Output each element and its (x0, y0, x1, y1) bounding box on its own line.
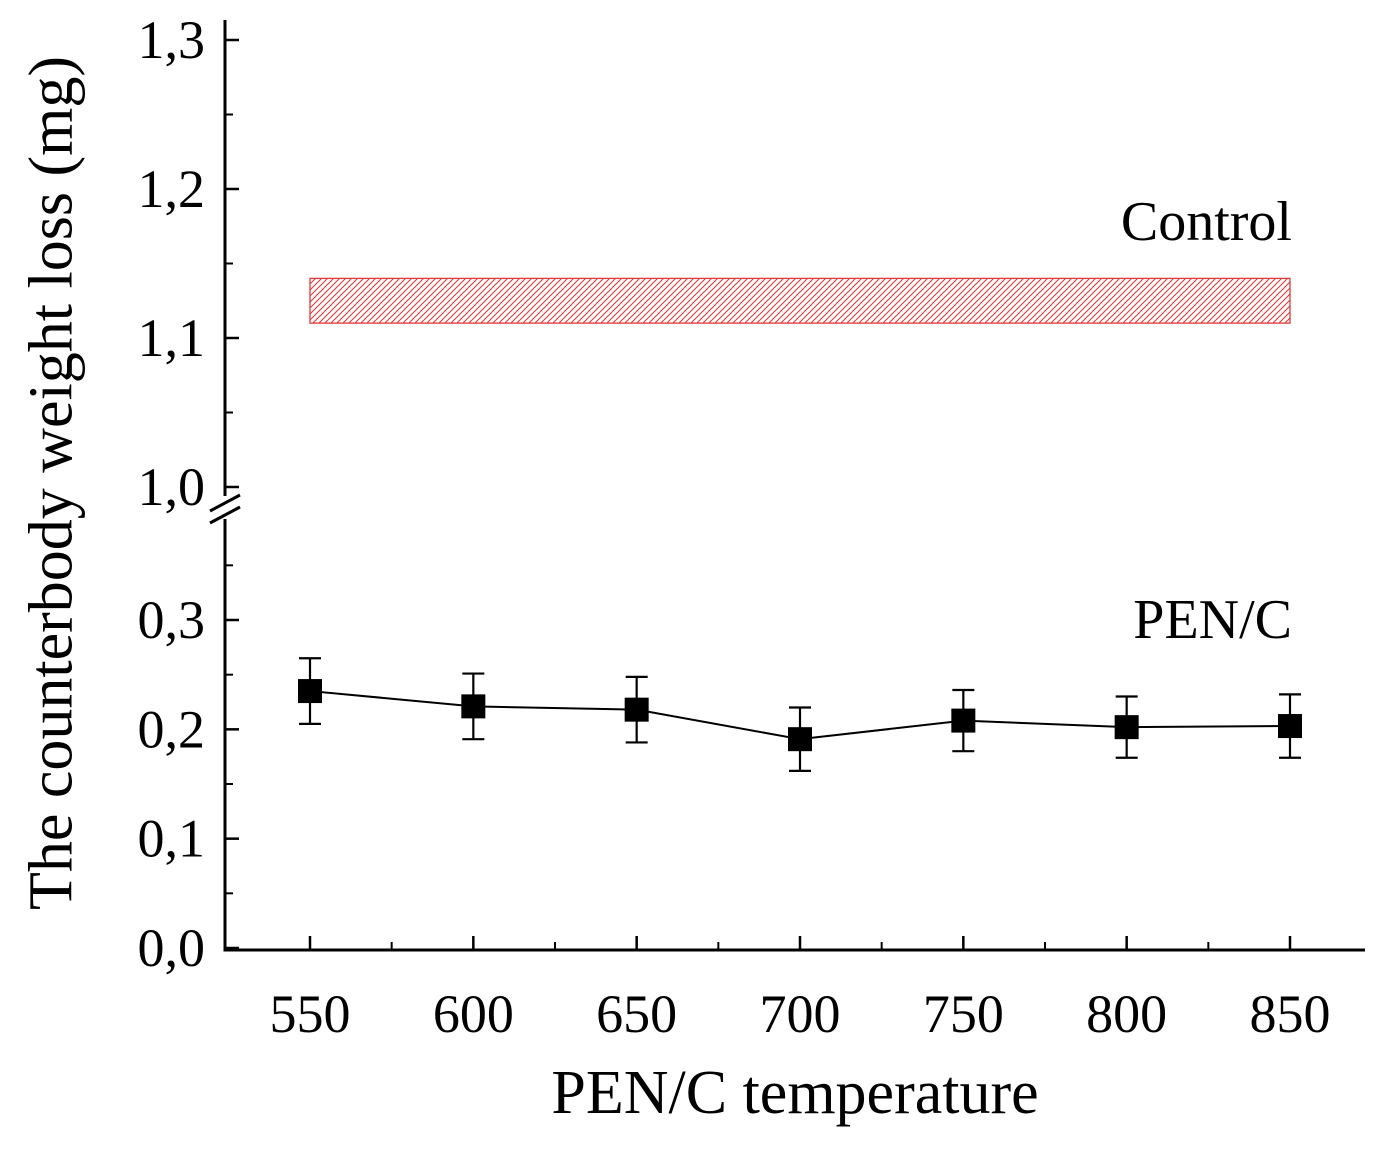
data-point (788, 727, 812, 752)
y-tick-label: 0,2 (138, 699, 206, 759)
y-tick-label: 0,0 (138, 918, 206, 978)
data-point (624, 697, 649, 722)
y-axis-title: The counterbody weight loss (mg) (17, 55, 86, 911)
y-tick-label: 0,1 (138, 809, 206, 869)
x-tick-label: 800 (1086, 984, 1167, 1044)
x-tick-label: 850 (1250, 984, 1331, 1044)
control-band-label: Control (1120, 191, 1292, 253)
x-tick-label: 650 (596, 984, 677, 1044)
data-point (461, 694, 486, 719)
axes (223, 20, 1365, 952)
data-point (951, 708, 976, 733)
y-tick-label: 1,1 (138, 308, 206, 368)
y-tick-label: 1,0 (138, 457, 206, 517)
y-tick-label: 1,2 (138, 159, 206, 219)
x-tick-label: 600 (433, 984, 514, 1044)
x-tick-label: 700 (760, 984, 841, 1044)
axis-break-icon (209, 493, 241, 525)
data-point (1278, 714, 1302, 739)
x-tick-label: 550 (270, 984, 351, 1044)
y-tick-label: 1,3 (138, 10, 206, 70)
x-axis-title: PEN/C temperature (551, 1059, 1039, 1127)
control-band (309, 277, 1291, 324)
series-label: PEN/C (1133, 589, 1292, 651)
data-point (1114, 715, 1139, 740)
x-tick-label: 750 (923, 984, 1004, 1044)
y-tick-label: 0,3 (138, 590, 206, 650)
data-point (298, 679, 322, 704)
